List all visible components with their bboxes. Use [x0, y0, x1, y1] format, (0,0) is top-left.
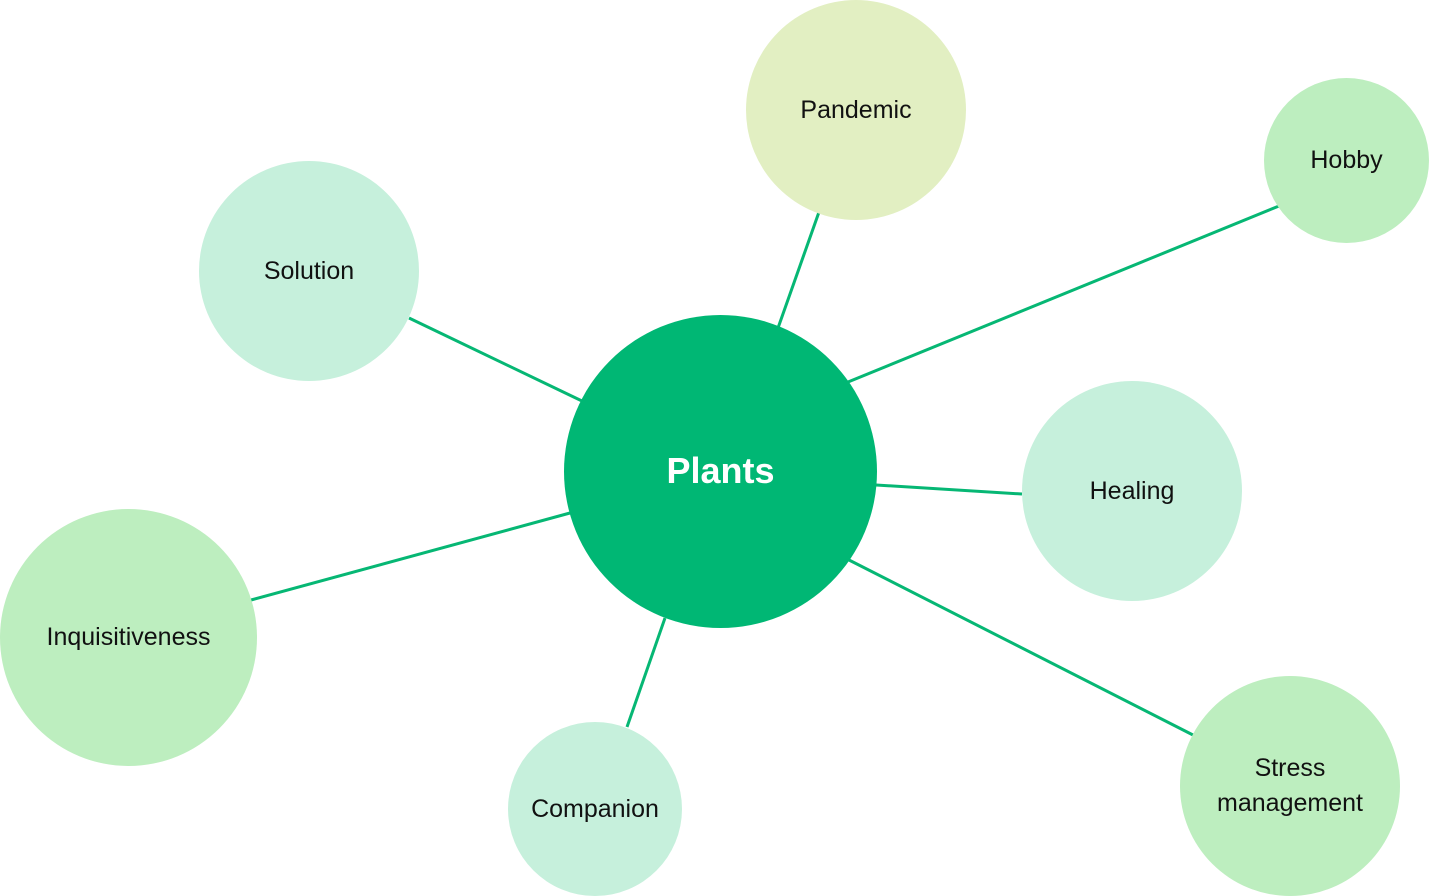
connector-solution	[408, 316, 583, 403]
topic-node-stress-management: Stress management	[1180, 676, 1400, 896]
topic-node-inquisitiveness: Inquisitiveness	[0, 509, 257, 766]
connector-pandemic	[776, 211, 821, 329]
topic-label-hobby: Hobby	[1310, 146, 1383, 174]
connector-stress	[848, 558, 1194, 737]
topic-node-companion: Companion	[508, 722, 682, 896]
connector-inquisitiveness	[250, 511, 571, 602]
topic-label-stress-management: Stress management	[1217, 754, 1363, 817]
connector-hobby	[847, 204, 1280, 384]
central-label: Plants	[666, 450, 775, 492]
topic-label-pandemic: Pandemic	[800, 95, 912, 124]
topic-node-pandemic: Pandemic	[746, 0, 966, 220]
topic-label-solution: Solution	[263, 256, 355, 285]
topic-node-hobby: Hobby	[1264, 78, 1429, 243]
topic-node-solution: Solution	[199, 161, 419, 381]
topic-label-healing: Healing	[1089, 476, 1175, 505]
connector-healing	[875, 483, 1023, 496]
topic-label-inquisitiveness: Inquisitiveness	[46, 623, 211, 651]
central-node-plants: Plants	[564, 315, 877, 628]
topic-node-healing: Healing	[1022, 381, 1242, 601]
connector-companion	[625, 617, 667, 728]
topic-label-companion: Companion	[531, 794, 659, 823]
